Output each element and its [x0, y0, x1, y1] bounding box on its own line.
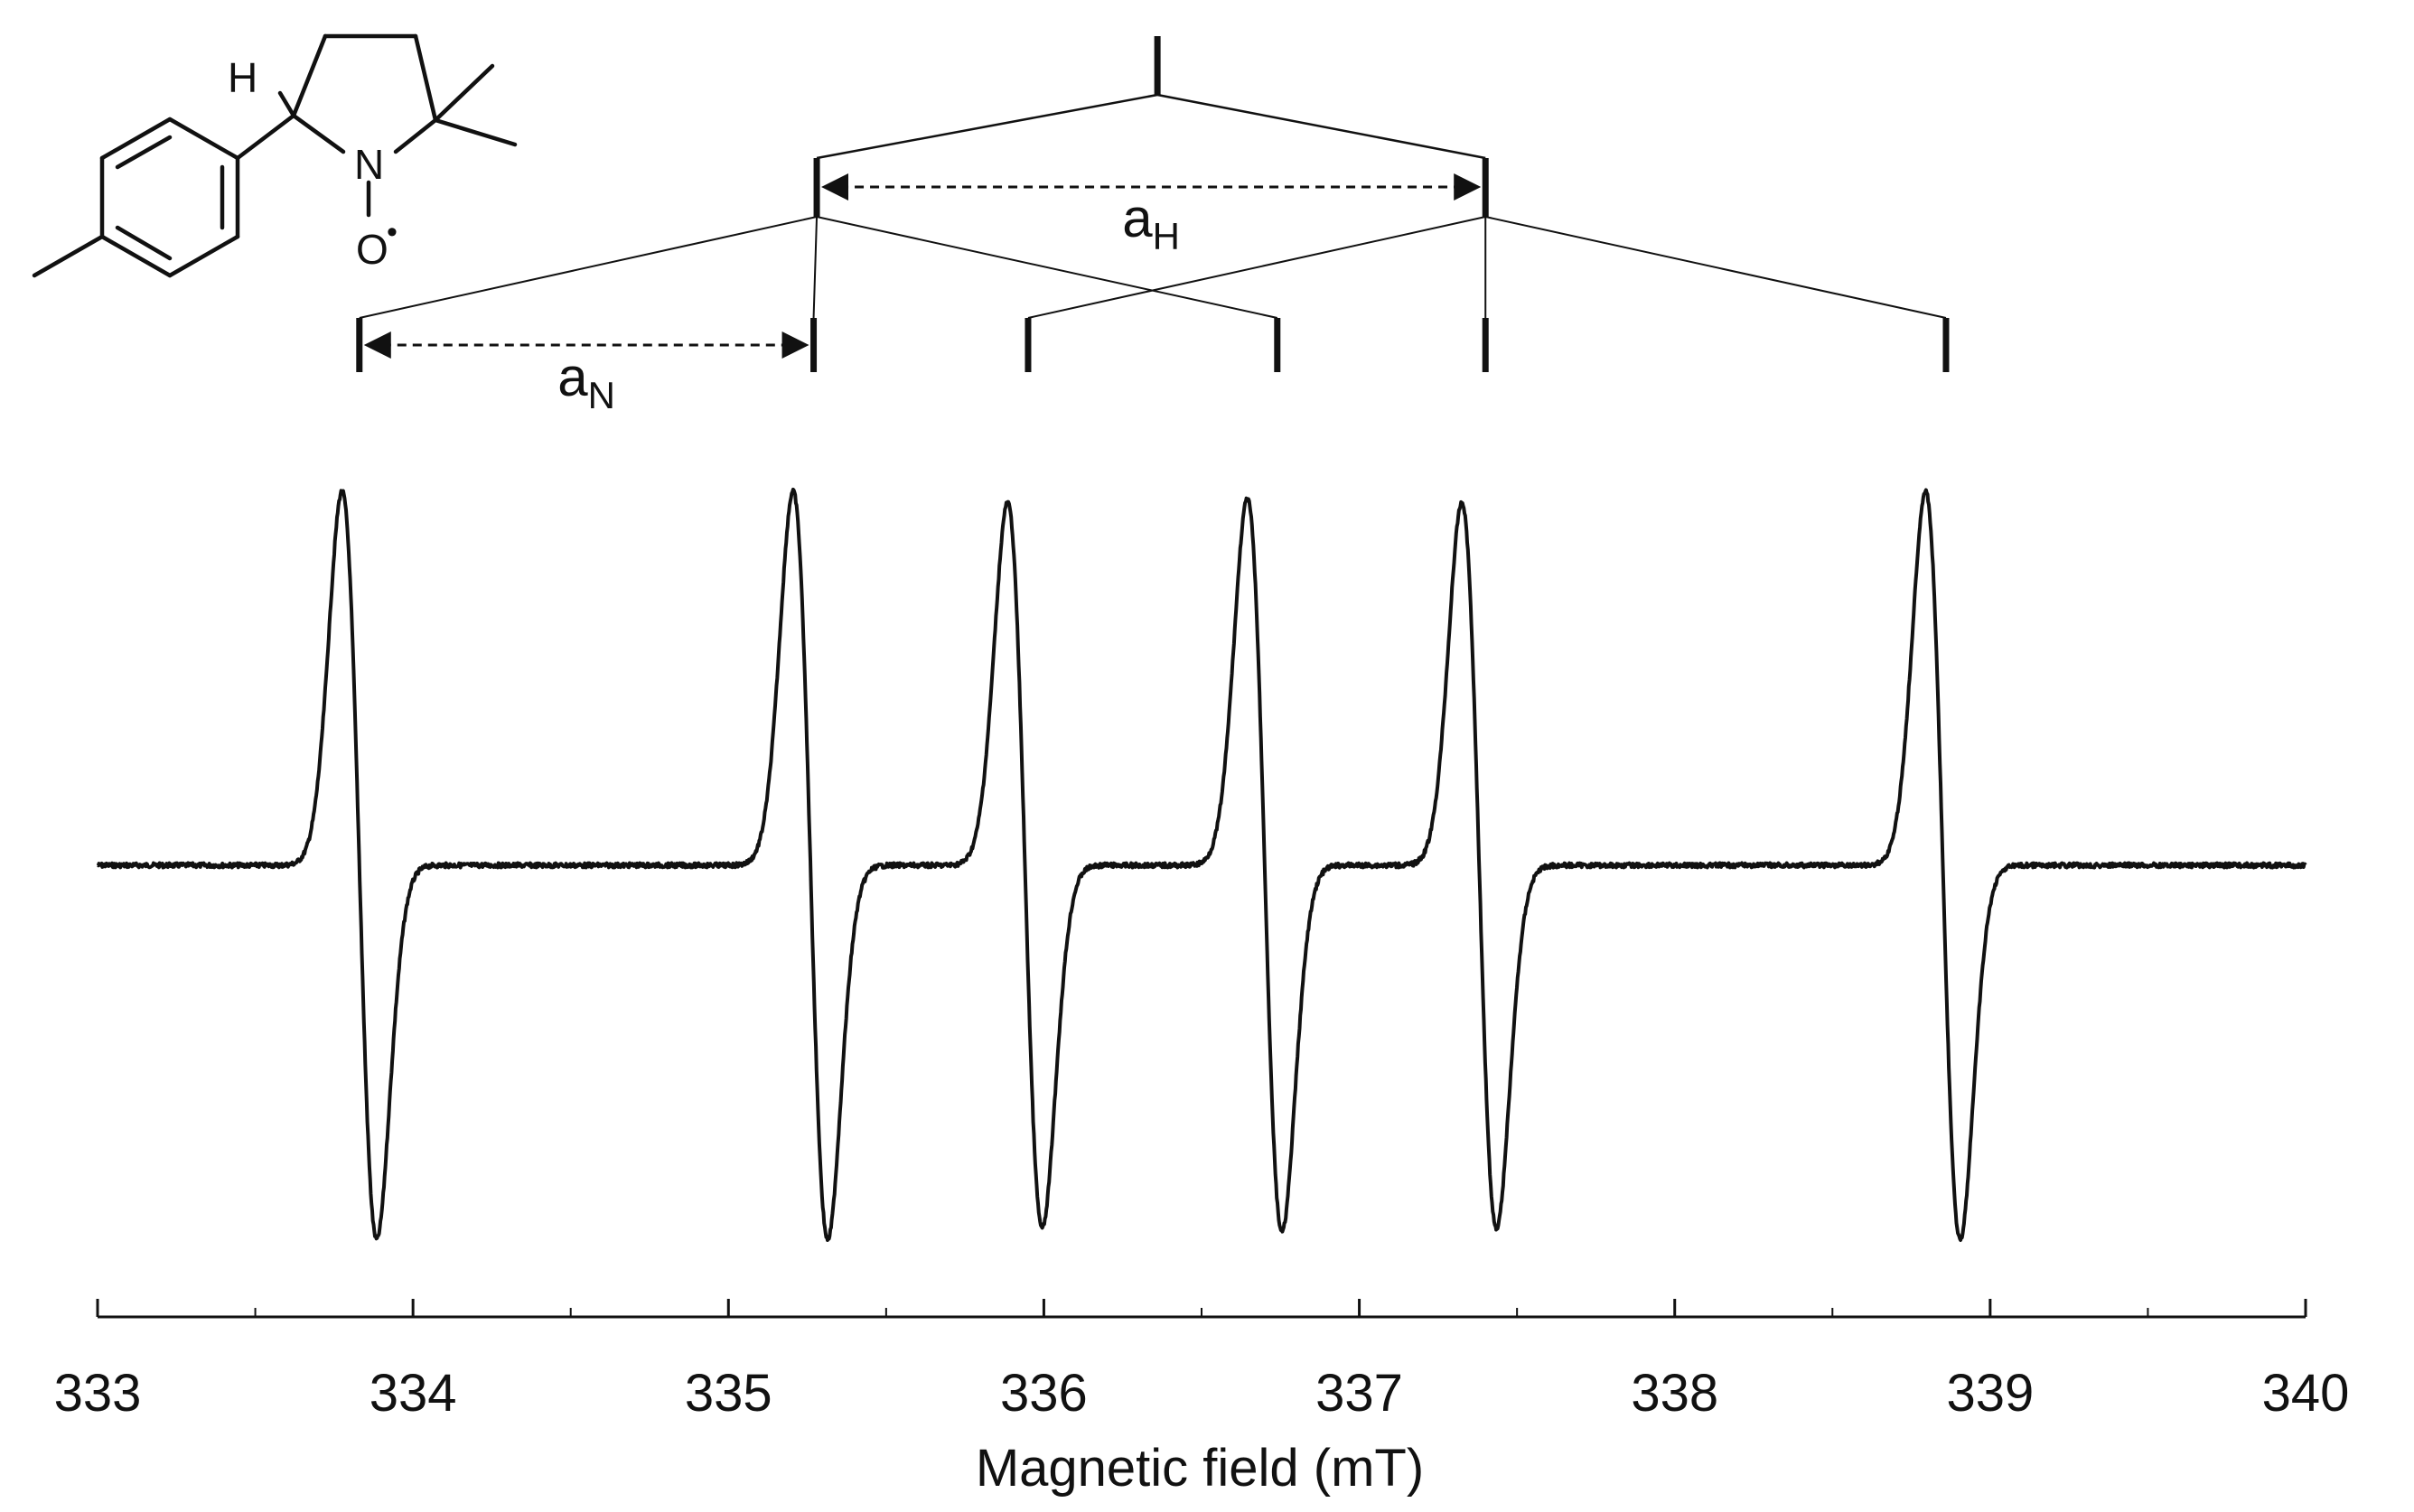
aH-label-main: a	[1122, 188, 1153, 248]
aN-label: aN	[557, 347, 615, 416]
atom-o-label: O	[356, 226, 388, 273]
atom-n-label: N	[354, 141, 384, 188]
tree-connector	[1156, 93, 1486, 160]
x-axis-tick-labels: 333 334 335 336 337 338 339 340	[54, 1364, 2350, 1423]
atom-h-label: H	[228, 54, 257, 101]
x-tick-label: 336	[1000, 1364, 1088, 1423]
radical-dot-label: •	[387, 215, 398, 249]
x-axis-label: Magnetic field (mT)	[976, 1439, 1424, 1498]
x-tick-label: 338	[1631, 1364, 1718, 1423]
x-tick-label: 340	[2262, 1364, 2350, 1423]
nitroxide-structure-diagram	[32, 33, 518, 278]
tree-connector	[1027, 216, 1486, 319]
aH-label-sub: H	[1153, 215, 1180, 257]
x-tick-label: 335	[685, 1364, 772, 1423]
tree-connector	[1485, 216, 1947, 319]
tree-connector	[816, 93, 1158, 160]
epr-spectrum-line	[96, 487, 2307, 1242]
aN-label-main: a	[557, 347, 588, 407]
x-tick-label: 339	[1946, 1364, 2034, 1423]
x-axis-ticks	[96, 1299, 2307, 1317]
tree-connector	[816, 216, 1278, 319]
aN-label-sub: N	[588, 374, 615, 416]
x-tick-label: 333	[54, 1364, 142, 1423]
x-tick-label: 334	[370, 1364, 457, 1423]
x-tick-label: 337	[1315, 1364, 1403, 1423]
aH-label: aH	[1122, 188, 1180, 257]
tree-connector	[359, 216, 818, 319]
tree-connector	[812, 216, 819, 319]
x-axis: 333 334 335 336 337 338 339 340	[54, 1299, 2350, 1423]
